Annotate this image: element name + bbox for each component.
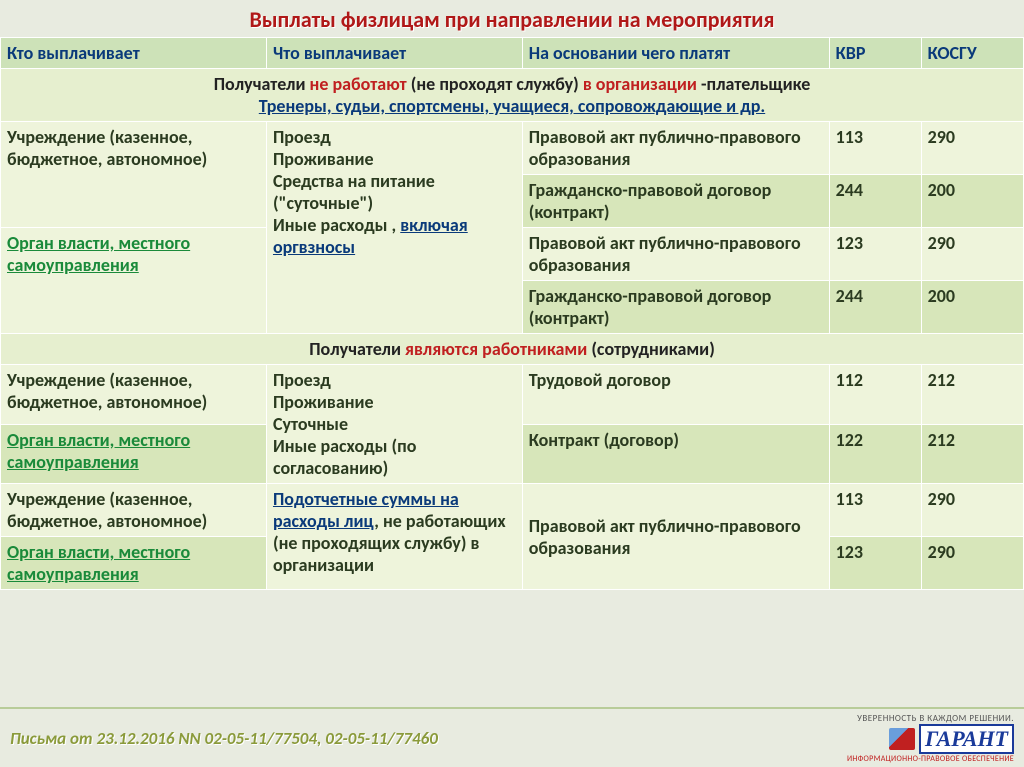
col-kosgu: КОСГУ	[921, 38, 1023, 69]
basis-cell: Гражданско-правовой договор (контракт)	[522, 281, 829, 334]
footer-text: Письма от 23.12.2016 NN 02-05-11/77504, …	[10, 728, 438, 749]
kvr-cell: 113	[829, 122, 921, 175]
kvr-cell: 113	[829, 484, 921, 537]
footer: Письма от 23.12.2016 NN 02-05-11/77504, …	[0, 707, 1024, 767]
who-cell: Учреждение (казенное, бюджетное, автоном…	[1, 484, 267, 537]
kosgu-cell: 290	[921, 228, 1023, 281]
logo-block: УВЕРЕННОСТЬ В КАЖДОМ РЕШЕНИИ. ГАРАНТ ИНФ…	[847, 713, 1014, 764]
what-l2: Проживание	[273, 148, 516, 170]
sect2-pre: Получатели	[309, 338, 405, 360]
basis-cell: Контракт (договор)	[522, 424, 829, 484]
what-l3: Средства на питание ("суточные")	[273, 170, 516, 214]
sect1-mid: (не проходят службу)	[407, 73, 583, 95]
kosgu-cell: 200	[921, 281, 1023, 334]
what-l2: Проживание	[273, 391, 516, 413]
logo-name: ГАРАНТ	[919, 724, 1014, 754]
who-link[interactable]: Орган власти, местного самоуправления	[7, 541, 190, 585]
page-title: Выплаты физлицам при направлении на меро…	[0, 0, 1024, 37]
basis-cell: Трудовой договор	[522, 365, 829, 425]
sect1-red2: в организации	[583, 73, 697, 95]
sect2-red: являются работниками	[405, 338, 587, 360]
col-basis: На основании чего платят	[522, 38, 829, 69]
kvr-cell: 122	[829, 424, 921, 484]
col-kvr: КВР	[829, 38, 921, 69]
who-cell: Орган власти, местного самоуправления	[1, 537, 267, 590]
what-cell: Проезд Проживание Суточные Иные расходы …	[266, 365, 522, 484]
logo-icon	[889, 728, 915, 750]
sect1-pre: Получатели	[214, 73, 310, 95]
table-row: Учреждение (казенное, бюджетное, автоном…	[1, 365, 1024, 425]
basis-cell: Правовой акт публично-правового образова…	[522, 484, 829, 590]
kosgu-cell: 290	[921, 122, 1023, 175]
kosgu-cell: 290	[921, 537, 1023, 590]
who-link[interactable]: Орган власти, местного самоуправления	[7, 429, 190, 473]
what-l1: Проезд	[273, 126, 516, 148]
sect1-line2-link[interactable]: и др.	[726, 95, 765, 117]
main-table: Кто выплачивает Что выплачивает На основ…	[0, 37, 1024, 590]
kosgu-cell: 200	[921, 175, 1023, 228]
what-cell: Подотчетные суммы на расходы лиц, не раб…	[266, 484, 522, 590]
sect1-line2-pre: Тренеры, судьи, спортсмены, учащиеся, со…	[259, 95, 726, 117]
col-who: Кто выплачивает	[1, 38, 267, 69]
table-row: Учреждение (казенное, бюджетное, автоном…	[1, 484, 1024, 537]
who-link[interactable]: Орган власти, местного самоуправления	[7, 232, 190, 276]
what-l4-pre: Иные расходы ,	[273, 214, 400, 236]
kosgu-cell: 212	[921, 424, 1023, 484]
basis-cell: Правовой акт публично-правового образова…	[522, 122, 829, 175]
kvr-cell: 123	[829, 228, 921, 281]
who-cell: Учреждение (казенное, бюджетное, автоном…	[1, 365, 267, 425]
sect1-post: -плательщике	[697, 73, 810, 95]
kvr-cell: 112	[829, 365, 921, 425]
header-row: Кто выплачивает Что выплачивает На основ…	[1, 38, 1024, 69]
sect1-red1: не работают	[310, 73, 407, 95]
col-what: Что выплачивает	[266, 38, 522, 69]
section-2-header: Получатели являются работниками (сотрудн…	[1, 334, 1024, 365]
kvr-cell: 244	[829, 281, 921, 334]
logo-main: ГАРАНТ	[889, 724, 1014, 754]
what-l3: Суточные	[273, 413, 516, 435]
who-cell: Орган власти, местного самоуправления	[1, 228, 267, 334]
who-cell: Орган власти, местного самоуправления	[1, 424, 267, 484]
table-row: Учреждение (казенное, бюджетное, автоном…	[1, 122, 1024, 175]
logo-tagline: УВЕРЕННОСТЬ В КАЖДОМ РЕШЕНИИ.	[857, 713, 1014, 724]
what-cell: Проезд Проживание Средства на питание ("…	[266, 122, 522, 334]
section-1-header: Получатели не работают (не проходят служ…	[1, 69, 1024, 122]
kosgu-cell: 290	[921, 484, 1023, 537]
what-l1: Проезд	[273, 369, 516, 391]
logo-subtitle: ИНФОРМАЦИОННО-ПРАВОВОЕ ОБЕСПЕЧЕНИЕ	[847, 754, 1014, 764]
kvr-cell: 244	[829, 175, 921, 228]
kvr-cell: 123	[829, 537, 921, 590]
what-l4: Иные расходы (по согласованию)	[273, 435, 516, 479]
basis-cell: Правовой акт публично-правового образова…	[522, 228, 829, 281]
kosgu-cell: 212	[921, 365, 1023, 425]
sect2-post: (сотрудниками)	[587, 338, 715, 360]
who-cell: Учреждение (казенное, бюджетное, автоном…	[1, 122, 267, 228]
basis-cell: Гражданско-правовой договор (контракт)	[522, 175, 829, 228]
